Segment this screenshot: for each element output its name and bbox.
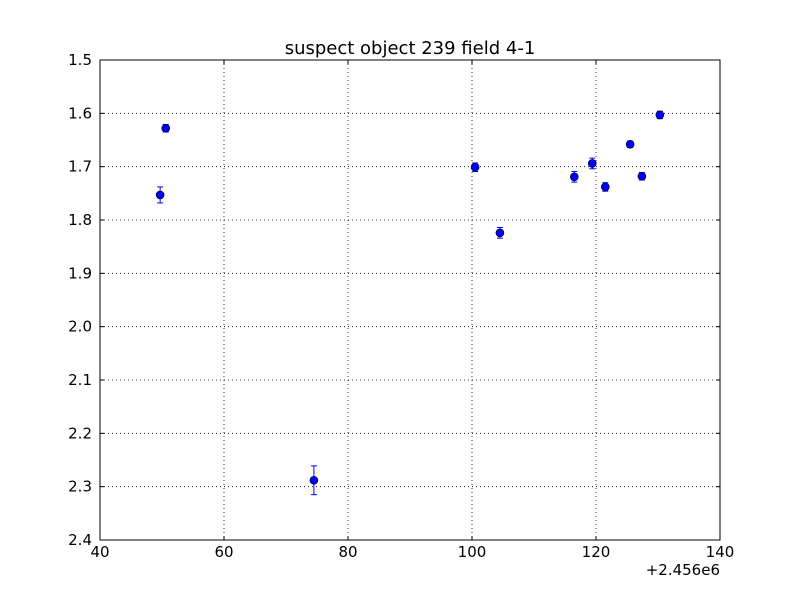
x-tick-label: 140 (706, 543, 735, 561)
x-tick-label: 40 (90, 543, 109, 561)
y-tick-label: 1.7 (68, 158, 92, 176)
x-tick-label: 120 (582, 543, 611, 561)
x-tick-label: 60 (214, 543, 233, 561)
x-offset-label: +2.456e6 (646, 561, 720, 579)
point (155, 190, 165, 200)
point (587, 159, 597, 168)
y-tick-label: 1.8 (68, 211, 92, 229)
chart-title: suspect object 239 field 4-1 (285, 38, 536, 59)
y-tick-label: 1.6 (68, 104, 92, 122)
x-tick-label: 80 (338, 543, 357, 561)
y-tick-label: 1.5 (68, 51, 92, 69)
y-tick-label: 2.4 (68, 531, 92, 549)
point (470, 162, 480, 172)
y-tick-label: 2.3 (68, 478, 92, 496)
point (600, 182, 610, 192)
y-tick-label: 1.9 (68, 264, 92, 282)
point (625, 139, 635, 149)
point (161, 123, 171, 133)
point (569, 172, 579, 182)
y-tick-label: 2.2 (68, 424, 92, 442)
y-tick-label: 2.0 (68, 318, 92, 336)
x-tick-label: 100 (458, 543, 487, 561)
point (495, 228, 505, 238)
point (637, 171, 647, 181)
point (309, 475, 319, 485)
y-tick-label: 2.1 (68, 371, 92, 389)
point (655, 110, 665, 120)
plot-frame (99, 59, 721, 541)
